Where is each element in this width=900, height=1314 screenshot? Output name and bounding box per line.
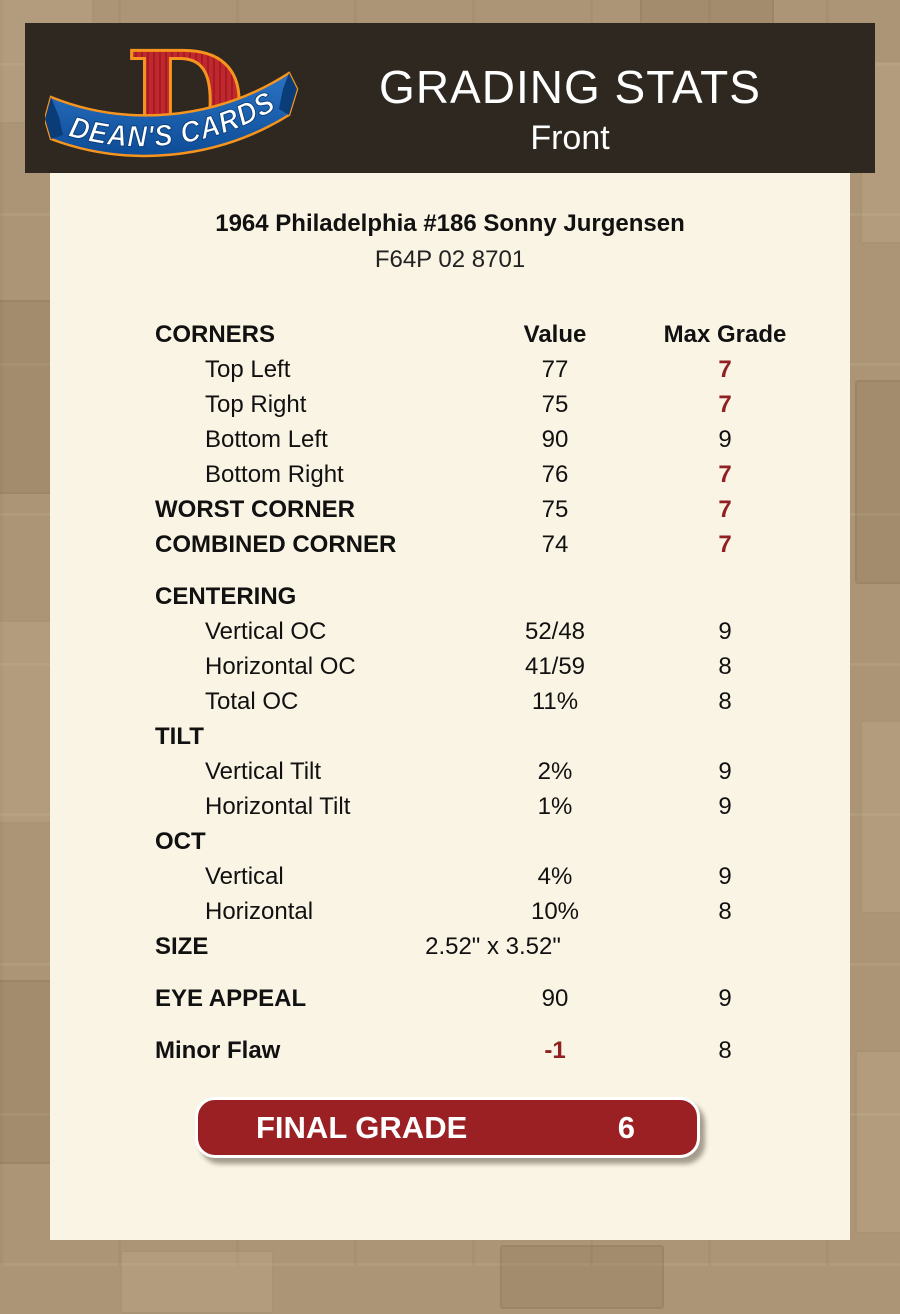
row-label: CENTERING [155, 582, 297, 610]
final-grade-label: FINAL GRADE [256, 1109, 468, 1145]
row-grade: 8 [718, 652, 732, 680]
row-label: Horizontal OC [205, 652, 356, 680]
table-row: Horizontal Tilt 1% 9 [50, 789, 850, 824]
row-grade: 7 [718, 495, 732, 523]
row-label: Top Left [205, 355, 291, 383]
row-grade: 9 [718, 984, 732, 1012]
table-row: EYE APPEAL 90 9 [50, 981, 850, 1016]
table-row: SIZE 2.52" x 3.52" [50, 929, 850, 964]
table-header-row: CORNERS Value Max Grade [50, 317, 850, 352]
row-label: OCT [155, 827, 206, 855]
table-row: CENTERING [50, 579, 850, 614]
column-header-section: CORNERS [155, 320, 276, 348]
page-title: GRADING STATS [379, 61, 761, 113]
card-title: 1964 Philadelphia #186 Sonny Jurgensen [215, 210, 685, 237]
row-value: 76 [541, 460, 569, 488]
page-subtitle: Front [530, 119, 610, 157]
table-row: WORST CORNER 75 7 [50, 492, 850, 527]
table-row: Bottom Right 76 7 [50, 457, 850, 492]
row-label: Bottom Left [205, 425, 328, 453]
row-value: 75 [541, 390, 569, 418]
row-value: 74 [541, 530, 569, 558]
row-grade: 9 [718, 862, 732, 890]
table-row: Vertical Tilt 2% 9 [50, 754, 850, 789]
row-label: Horizontal [205, 897, 314, 925]
row-value: 1% [537, 792, 573, 820]
table-row: Minor Flaw -1 8 [50, 1033, 850, 1068]
row-value: 4% [537, 862, 573, 890]
row-label: SIZE [155, 932, 209, 960]
row-value: 90 [541, 984, 569, 1012]
row-label: Vertical [205, 862, 284, 890]
row-label: WORST CORNER [155, 495, 355, 523]
row-grade: 8 [718, 687, 732, 715]
table-row: Top Right 75 7 [50, 387, 850, 422]
column-header-grade: Max Grade [663, 320, 787, 348]
row-value: 11% [531, 687, 579, 715]
row-label: COMBINED CORNER [155, 530, 397, 558]
table-row: TILT [50, 719, 850, 754]
row-value: 10% [530, 897, 580, 925]
table-row: Total OC 11% 8 [50, 684, 850, 719]
table-row: Bottom Left 90 9 [50, 422, 850, 457]
row-value: -1 [544, 1036, 566, 1064]
card-serial-number: F64P 02 8701 [374, 246, 526, 273]
header-bar: D DEAN'S CARDS GRADING STATS Front [25, 23, 875, 173]
table-row: Horizontal OC 41/59 8 [50, 649, 850, 684]
table-row: Horizontal 10% 8 [50, 894, 850, 929]
row-grade: 8 [718, 1036, 732, 1064]
row-grade: 9 [718, 425, 732, 453]
row-value: 77 [541, 355, 569, 383]
table-row: Vertical 4% 9 [50, 859, 850, 894]
row-label: Total OC [205, 687, 299, 715]
grading-table: CORNERS Value Max Grade Top Left 77 7 Top Righ… [50, 317, 850, 1068]
row-value: 52/48 [524, 617, 586, 645]
row-value: 90 [541, 425, 569, 453]
row-grade: 9 [718, 792, 732, 820]
row-label: Bottom Right [205, 460, 344, 488]
row-grade: 9 [718, 617, 732, 645]
row-label: Minor Flaw [155, 1036, 281, 1064]
row-grade: 9 [718, 757, 732, 785]
table-row: Top Left 77 7 [50, 352, 850, 387]
row-grade: 7 [718, 390, 732, 418]
row-label: Vertical Tilt [205, 757, 322, 785]
table-row: OCT [50, 824, 850, 859]
row-label: EYE APPEAL [155, 984, 307, 1012]
row-value: 41/59 [524, 652, 586, 680]
row-value: 2.52" x 3.52" [425, 932, 561, 960]
row-label: TILT [155, 722, 204, 750]
row-grade: 7 [718, 355, 732, 383]
report-panel: 1964 Philadelphia #186 Sonny Jurgensen F… [50, 173, 850, 1240]
table-row: Vertical OC 52/48 9 [50, 614, 850, 649]
column-header-value: Value [523, 320, 587, 348]
row-label: Top Right [205, 390, 307, 418]
row-grade: 7 [718, 530, 732, 558]
row-label: Horizontal Tilt [205, 792, 351, 820]
row-label: Vertical OC [205, 617, 327, 645]
row-value: 75 [541, 495, 569, 523]
row-grade: 7 [718, 460, 732, 488]
final-grade-button[interactable]: FINAL GRADE 6 [195, 1097, 700, 1158]
row-value: 2% [537, 757, 573, 785]
deans-cards-logo: D DEAN'S CARDS [45, 31, 299, 167]
table-row: COMBINED CORNER 74 7 [50, 527, 850, 562]
final-grade-value: 6 [617, 1109, 635, 1145]
row-grade: 8 [718, 897, 732, 925]
